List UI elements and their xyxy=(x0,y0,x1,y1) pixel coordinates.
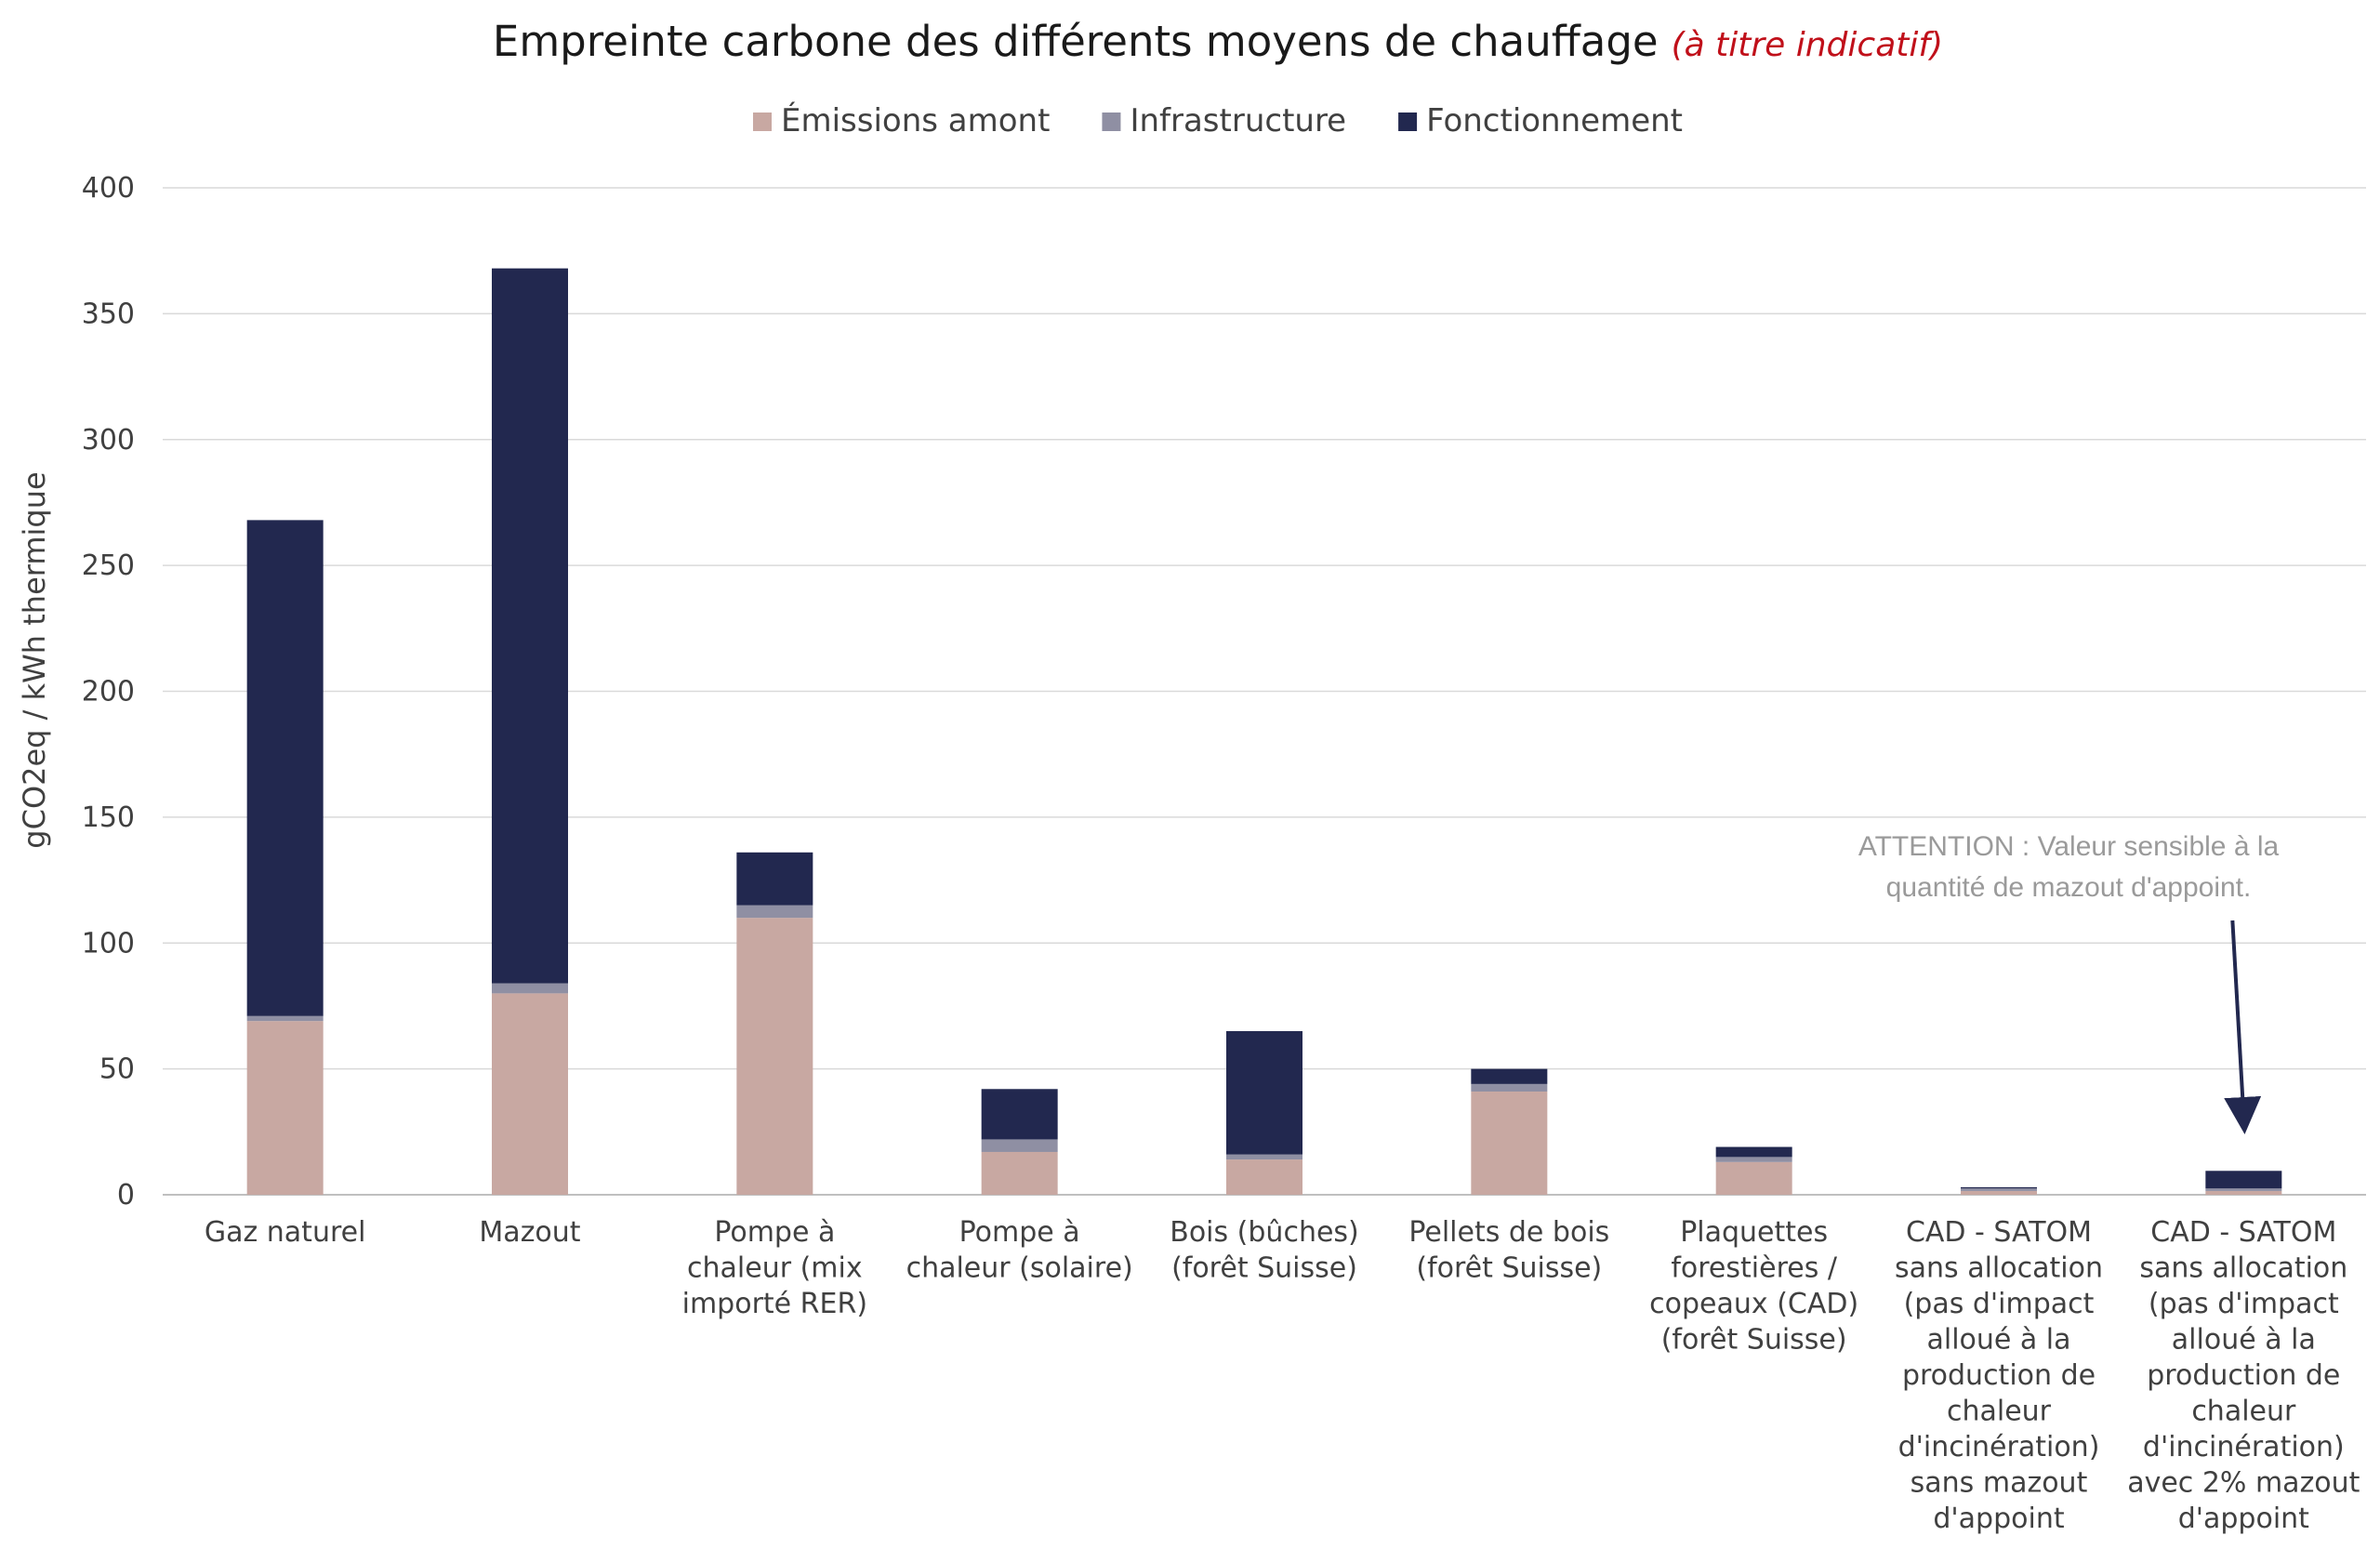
x-tick-label: Mazout xyxy=(479,1216,580,1249)
x-axis: Gaz naturel Mazout Pompe à chaleur (mix impo… xyxy=(205,1216,2360,1535)
y-tick-label: 200 xyxy=(82,676,135,708)
legend-item: Fonctionnement xyxy=(1398,102,1683,139)
bar-segment-infrastructure xyxy=(492,983,568,994)
x-tick-label: Bois (bûches) (forêt Suisse) xyxy=(1170,1216,1359,1285)
annotation-text: ATTENTION : Valeur sensible à la xyxy=(1858,831,2280,862)
bar-segment-emissions-amont xyxy=(736,918,813,1195)
bar-segment-fonctionnement xyxy=(1471,1068,1548,1084)
bar-segment-emissions-amont xyxy=(492,993,568,1195)
legend-label: Infrastructure xyxy=(1130,102,1346,139)
bar-segment-infrastructure xyxy=(246,1015,324,1022)
y-axis: 0 50 100 150 200 250 300 350 400 xyxy=(82,172,135,1211)
bar-segment-emissions-amont xyxy=(981,1151,1058,1195)
y-axis-label: gCO2eq / kWh thermique xyxy=(17,471,52,848)
bar-segment-emissions-amont xyxy=(1226,1159,1302,1195)
chart-title: Empreinte carbone des différents moyens … xyxy=(493,17,1943,66)
bar-segment-fonctionnement xyxy=(1715,1146,1792,1158)
y-tick-label: 350 xyxy=(82,298,135,330)
x-tick-label: Pompe à chaleur (solaire) xyxy=(906,1216,1133,1285)
legend-swatch xyxy=(753,113,772,131)
bar-segment-fonctionnement xyxy=(492,268,568,984)
x-tick-label: Gaz naturel xyxy=(205,1216,366,1249)
bar-segment-infrastructure xyxy=(1226,1154,1302,1160)
legend-item: Infrastructure xyxy=(1102,102,1346,139)
bar-segment-fonctionnement xyxy=(2205,1171,2282,1189)
y-tick-label: 150 xyxy=(82,801,135,834)
bar-segment-infrastructure xyxy=(736,905,813,919)
bar-segment-emissions-amont xyxy=(1715,1161,1792,1195)
x-tick-label: CAD - SATOM sans allocation (pas d'impact a… xyxy=(2127,1216,2360,1535)
y-tick-label: 300 xyxy=(82,424,135,457)
bar-segment-infrastructure xyxy=(981,1139,1058,1152)
y-tick-label: 250 xyxy=(82,549,135,582)
legend: Émissions amont Infrastructure Fonctionnem… xyxy=(753,101,1683,139)
legend-label: Fonctionnement xyxy=(1426,102,1683,139)
x-tick-label: Pompe à chaleur (mix importé RER) xyxy=(682,1216,867,1320)
bar-segment-emissions-amont xyxy=(246,1021,324,1195)
legend-swatch xyxy=(1102,113,1121,131)
bar-segment-infrastructure xyxy=(1715,1157,1792,1162)
bar-segment-infrastructure xyxy=(2205,1188,2282,1191)
annotation-text: quantité de mazout d'appoint. xyxy=(1886,872,2252,903)
bar-segment-emissions-amont xyxy=(2205,1190,2282,1195)
y-tick-label: 0 xyxy=(117,1179,135,1211)
bar-segment-fonctionnement xyxy=(1961,1186,2037,1189)
bars xyxy=(246,268,2282,1195)
y-tick-label: 400 xyxy=(82,172,135,205)
annotation: ATTENTION : Valeur sensible à la quantité… xyxy=(1858,831,2280,1134)
bar-segment-fonctionnement xyxy=(981,1089,1058,1140)
x-tick-label: CAD - SATOM sans allocation (pas d'impact a… xyxy=(1895,1216,2103,1535)
x-tick-label: Plaquettes forestières / copeaux (CAD) (for… xyxy=(1649,1216,1858,1357)
annotation-arrow xyxy=(2224,920,2262,1134)
chart-title-main: Empreinte carbone des différents moyens … xyxy=(493,17,1659,66)
bar-segment-infrastructure xyxy=(1471,1083,1548,1092)
x-tick-label: Pellets de bois (forêt Suisse) xyxy=(1408,1216,1609,1285)
bar-segment-fonctionnement xyxy=(246,520,324,1016)
bar-segment-emissions-amont xyxy=(1471,1091,1548,1195)
y-tick-label: 50 xyxy=(99,1053,135,1086)
bar-segment-fonctionnement xyxy=(736,852,813,906)
legend-swatch xyxy=(1398,113,1418,131)
bar-segment-infrastructure xyxy=(1961,1188,2037,1191)
bar-segment-fonctionnement xyxy=(1226,1031,1302,1155)
chart-subtitle: (à titre indicatif) xyxy=(1672,26,1944,64)
legend-item: Émissions amont xyxy=(753,101,1050,139)
y-tick-label: 100 xyxy=(82,927,135,960)
bar-segment-emissions-amont xyxy=(1961,1190,2037,1195)
legend-label: Émissions amont xyxy=(781,101,1050,139)
